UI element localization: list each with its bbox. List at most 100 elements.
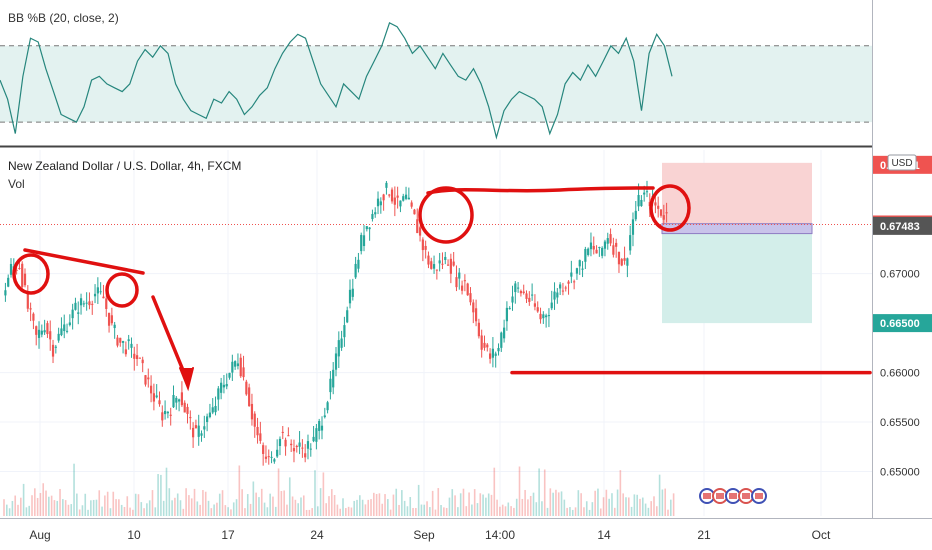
volume-bar xyxy=(639,498,641,516)
candle-body xyxy=(326,402,329,411)
price-pane[interactable]: New Zealand Dollar / U.S. Dollar, 4h, FX… xyxy=(0,150,872,516)
candle-body xyxy=(556,292,559,298)
candle-body xyxy=(332,369,335,388)
candle-body xyxy=(517,287,520,289)
candle-body xyxy=(236,363,240,367)
volume-bar xyxy=(373,492,375,516)
candle-body xyxy=(309,448,312,450)
candle-body xyxy=(643,192,646,195)
volume-bar xyxy=(176,493,179,516)
candle-body xyxy=(480,335,483,350)
event-flag-icon xyxy=(755,493,763,499)
candle-body xyxy=(214,405,217,413)
candle-body xyxy=(54,346,57,348)
volume-bar xyxy=(507,502,510,516)
volume-bar xyxy=(252,481,255,516)
volume-bar xyxy=(353,500,356,516)
volume-bar xyxy=(667,509,669,516)
price-axis-label: 0.65500 xyxy=(880,417,920,429)
annotation-circle[interactable] xyxy=(649,184,691,232)
volume-bar xyxy=(457,507,459,516)
candle-body xyxy=(567,281,570,284)
event-flags[interactable] xyxy=(699,488,767,504)
volume-bar xyxy=(274,506,277,516)
candle-body xyxy=(186,406,189,414)
volume-bar xyxy=(202,490,204,516)
candle-body xyxy=(488,353,492,359)
volume-bar xyxy=(272,496,274,516)
volume-bar xyxy=(569,507,571,516)
annotation-circle[interactable] xyxy=(418,186,474,244)
candle-body xyxy=(575,268,579,274)
currency-badge[interactable]: USD xyxy=(887,154,917,171)
volume-bar xyxy=(392,494,395,516)
volume-bar xyxy=(67,504,70,516)
volume-bar xyxy=(288,477,291,516)
candle-body xyxy=(528,297,531,302)
annotation-trendline[interactable] xyxy=(23,248,145,275)
volume-bar xyxy=(560,491,563,516)
volume-bar xyxy=(524,489,526,516)
entry-box[interactable] xyxy=(661,223,813,235)
volume-bar xyxy=(496,499,498,516)
candle-body xyxy=(354,263,357,278)
candle-body xyxy=(334,353,338,370)
short-position-tool[interactable] xyxy=(661,162,813,324)
annotation-circle[interactable] xyxy=(105,272,139,308)
hand-drawn-annotations[interactable] xyxy=(12,184,872,392)
indicator-title: BB %B (20, close, 2) xyxy=(8,11,119,25)
annotation-arrow-shaft[interactable] xyxy=(151,295,189,382)
volume-bar xyxy=(622,493,624,516)
volume-bar xyxy=(420,504,423,516)
volume-bar xyxy=(179,500,182,516)
candle-body xyxy=(217,388,220,400)
volume-bar xyxy=(389,509,392,516)
event-flag-icon xyxy=(703,493,711,499)
volume-bar xyxy=(311,508,313,516)
volume-bar xyxy=(53,500,56,516)
candle-body xyxy=(23,273,27,286)
volume-bar xyxy=(277,468,280,516)
volume-bar xyxy=(490,494,493,516)
volume-bar xyxy=(552,492,554,516)
candle-body xyxy=(166,411,169,414)
time-axis-label: Aug xyxy=(29,528,50,542)
take-profit-zone[interactable] xyxy=(662,229,812,324)
candle-body xyxy=(587,248,590,255)
volume-bar xyxy=(258,497,260,516)
volume-bar xyxy=(294,499,297,516)
candle-body xyxy=(102,296,105,299)
volume-bar xyxy=(476,503,479,516)
volume-bar xyxy=(129,507,131,516)
annotation-arrowhead[interactable] xyxy=(179,367,194,392)
volume-bar xyxy=(482,494,484,516)
volume-bar xyxy=(59,488,61,516)
volume-bar xyxy=(378,493,381,516)
volume-bar xyxy=(406,506,409,516)
candle-body xyxy=(116,337,119,346)
candle-body xyxy=(295,445,298,448)
annotation-circle[interactable] xyxy=(12,253,50,295)
volume-bar xyxy=(48,496,50,516)
volume-bar xyxy=(616,489,619,516)
candle-body xyxy=(281,431,284,433)
candle-body xyxy=(85,302,88,304)
volume-bars xyxy=(3,463,675,516)
volume-bar xyxy=(658,474,661,516)
volume-bar xyxy=(577,490,580,516)
candle-body xyxy=(124,349,127,355)
volume-bar xyxy=(431,490,434,516)
volume-bar xyxy=(308,509,311,516)
candle-body xyxy=(40,330,43,335)
price-axis-label: 0.66000 xyxy=(880,368,920,380)
candle-body xyxy=(346,310,349,323)
annotation-resistance-line[interactable] xyxy=(426,186,655,195)
candle-body xyxy=(631,219,635,235)
candle-body xyxy=(155,395,158,398)
volume-bar xyxy=(76,493,78,516)
volume-bar xyxy=(336,504,339,516)
volume-bar xyxy=(625,497,627,516)
price-axis[interactable]: 0.67000 0.66000 0.65500 0.65000 xyxy=(880,269,920,479)
time-axis[interactable]: Aug 10 17 24 Sep 14:00 14 21 Oct xyxy=(29,528,831,542)
